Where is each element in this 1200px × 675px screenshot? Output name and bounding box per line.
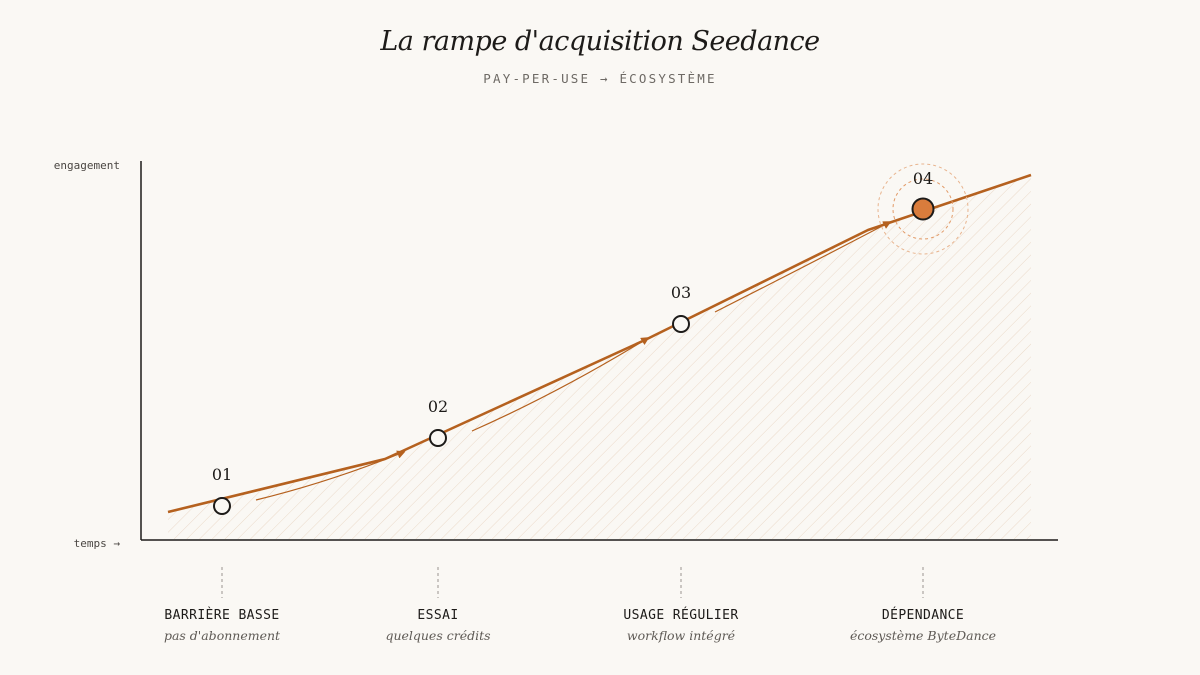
stage-subtitle-02: quelques crédits (385, 628, 491, 643)
stage-number-03: 03 (671, 283, 691, 302)
final-point-halo-inner (892, 178, 954, 240)
x-axis-label: temps → (74, 537, 121, 550)
stage-title-02: ESSAI (417, 608, 459, 623)
stage-point-02 (429, 429, 447, 447)
diagram-title: La rampe d'acquisition Seedance (380, 26, 820, 57)
progress-arrow-3 (714, 221, 892, 313)
stage-point-01 (213, 497, 231, 515)
stage-point-03 (672, 315, 690, 333)
y-axis-label: engagement (54, 159, 120, 172)
area-under-curve (168, 175, 1031, 539)
diagram-subtitle: PAY-PER-USE → ÉCOSYSTÈME (483, 71, 717, 86)
progress-arrow-1 (255, 450, 406, 501)
stage-subtitle-03: workflow intégré (626, 628, 736, 643)
stage-title-03: USAGE RÉGULIER (623, 608, 739, 623)
stage-number-02: 02 (428, 397, 448, 416)
stage-title-01: BARRIÈRE BASSE (164, 608, 280, 623)
final-point-halo-outer (877, 163, 969, 255)
stage-title-04: DÉPENDANCE (881, 608, 965, 623)
progress-arrow-2 (471, 337, 650, 432)
stage-subtitle-01: pas d'abonnement (163, 628, 281, 643)
stage-point-04 (911, 197, 935, 221)
stage-subtitle-04: écosystème ByteDance (849, 628, 997, 643)
stage-number-04: 04 (913, 169, 933, 188)
stage-number-01: 01 (212, 465, 232, 484)
